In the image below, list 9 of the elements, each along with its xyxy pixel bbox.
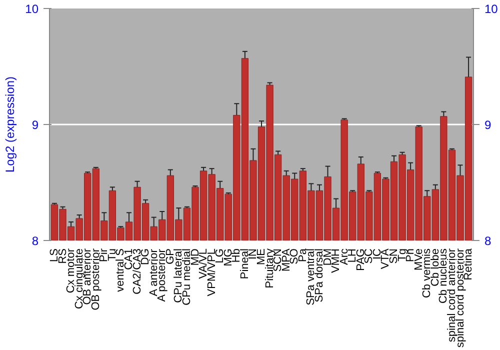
y2-tick-label: 9 [484,118,492,132]
y-tick-label: 9 [32,118,39,132]
y-tick-label: 10 [25,2,39,16]
y-axis-title: Log2 (expression) [3,76,18,173]
x-tick-label: Tg [396,248,408,262]
y2-tick-label: 10 [484,2,498,16]
y-tick-label: 8 [32,234,39,248]
x-tick-label: A posterior [156,248,168,302]
y2-tick-label: 8 [484,234,492,248]
